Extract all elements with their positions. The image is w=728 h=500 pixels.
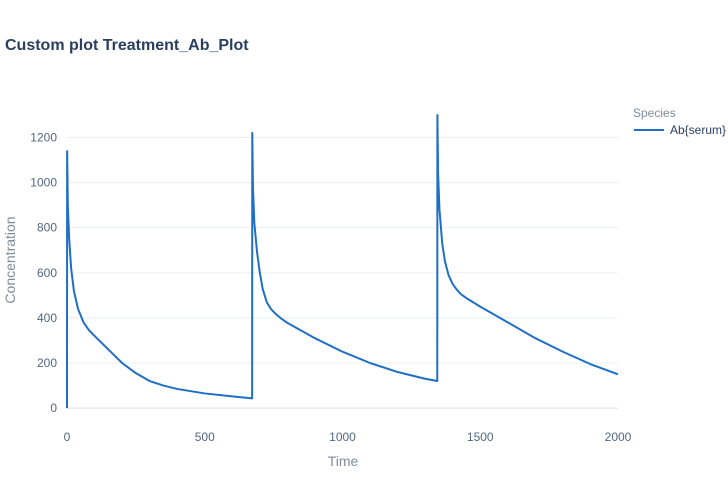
y-tick-label: 0 [50, 401, 57, 415]
x-tick-label: 0 [64, 430, 71, 444]
y-tick-label: 600 [37, 266, 57, 280]
y-tick-label: 1200 [30, 131, 57, 145]
y-tick-label: 400 [37, 311, 57, 325]
tick-labels: 0 200 400 600 800 1000 1200 0 500 1000 1500 2000 [30, 131, 631, 444]
legend: Species Ab{serum} [633, 106, 726, 137]
x-axis-title: Time [328, 453, 359, 469]
series-layer [66, 114, 619, 409]
gridlines [67, 137, 618, 409]
y-axis-title: Concentration [2, 216, 18, 303]
x-tick-label: 1500 [467, 430, 494, 444]
y-tick-label: 1000 [30, 176, 57, 190]
legend-item-label: Ab{serum} [670, 123, 726, 137]
x-tick-label: 1000 [329, 430, 356, 444]
y-tick-label: 800 [37, 221, 57, 235]
legend-title: Species [633, 106, 676, 120]
chart-title: Custom plot Treatment_Ab_Plot [5, 37, 249, 54]
x-tick-label: 2000 [605, 430, 632, 444]
y-tick-label: 200 [37, 356, 57, 370]
series-line [66, 114, 619, 409]
x-tick-label: 500 [195, 430, 215, 444]
